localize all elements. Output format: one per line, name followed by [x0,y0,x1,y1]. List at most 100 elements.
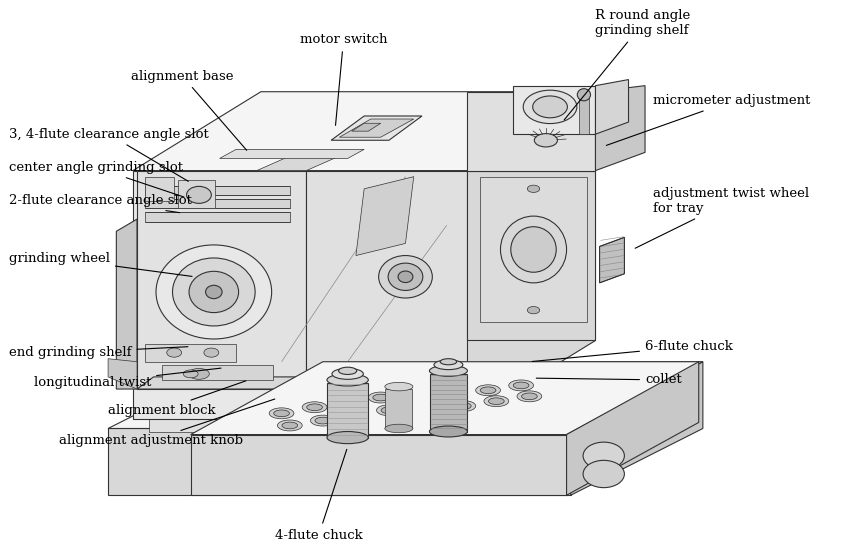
Ellipse shape [398,271,412,282]
Ellipse shape [377,405,401,416]
Ellipse shape [528,306,540,314]
Polygon shape [219,149,364,159]
Ellipse shape [523,90,577,124]
Ellipse shape [476,385,501,396]
Ellipse shape [307,404,323,410]
Polygon shape [191,434,567,495]
Text: 2-flute clearance angle slot: 2-flute clearance angle slot [9,195,191,213]
Polygon shape [468,92,595,420]
Ellipse shape [156,245,272,339]
Ellipse shape [522,393,537,399]
Text: R round angle
grinding shelf: R round angle grinding shelf [564,9,690,120]
Text: center angle grinding slot: center angle grinding slot [9,161,184,197]
Ellipse shape [443,390,468,401]
Ellipse shape [451,401,476,411]
Ellipse shape [368,392,393,403]
Text: alignment adjustment knob: alignment adjustment knob [58,399,274,447]
Ellipse shape [269,408,294,419]
Ellipse shape [388,263,423,290]
Polygon shape [133,171,468,420]
Polygon shape [430,374,468,432]
Polygon shape [595,80,628,134]
Ellipse shape [278,420,302,431]
Ellipse shape [578,89,590,101]
Text: longitudinal twist: longitudinal twist [34,368,221,390]
Polygon shape [137,377,323,389]
Polygon shape [257,153,347,171]
Polygon shape [479,177,587,322]
Ellipse shape [385,383,412,391]
Ellipse shape [484,396,509,407]
Ellipse shape [274,410,290,416]
Polygon shape [145,177,174,201]
Polygon shape [145,343,236,362]
Polygon shape [145,213,290,222]
Ellipse shape [315,417,330,424]
Polygon shape [356,177,413,256]
Polygon shape [468,171,595,341]
Ellipse shape [434,360,463,370]
Ellipse shape [385,424,412,433]
Ellipse shape [513,382,529,389]
Ellipse shape [311,415,335,426]
Ellipse shape [511,227,556,272]
Text: micrometer adjustment: micrometer adjustment [606,94,811,146]
Ellipse shape [440,359,457,365]
Polygon shape [340,119,413,137]
Ellipse shape [167,348,181,357]
Polygon shape [108,362,703,428]
Text: adjustment twist wheel
for tray: adjustment twist wheel for tray [635,187,810,249]
Polygon shape [179,180,215,208]
Polygon shape [108,428,571,495]
Polygon shape [145,186,290,195]
Ellipse shape [509,380,534,391]
Text: alignment block: alignment block [108,381,246,417]
Ellipse shape [381,407,396,414]
Polygon shape [331,116,422,140]
Ellipse shape [206,285,222,299]
Ellipse shape [189,368,209,379]
Ellipse shape [173,258,255,326]
Text: 6-flute chuck: 6-flute chuck [532,340,733,361]
Polygon shape [385,389,412,428]
Text: end grinding shelf: end grinding shelf [9,346,188,359]
Text: motor switch: motor switch [300,33,387,125]
Ellipse shape [189,271,239,313]
Ellipse shape [489,398,504,404]
Ellipse shape [533,96,567,118]
Polygon shape [162,365,274,380]
Ellipse shape [339,367,357,374]
Ellipse shape [373,394,389,401]
Ellipse shape [528,185,540,192]
Ellipse shape [447,392,463,398]
Polygon shape [145,199,290,208]
Ellipse shape [332,368,363,379]
Ellipse shape [335,397,360,408]
Ellipse shape [456,403,471,409]
Polygon shape [579,98,589,134]
Ellipse shape [583,461,624,488]
Ellipse shape [583,442,624,469]
Ellipse shape [348,413,363,419]
Ellipse shape [429,365,468,376]
Polygon shape [571,362,703,495]
Ellipse shape [340,399,356,405]
Text: collet: collet [536,373,682,386]
Polygon shape [116,219,137,389]
Ellipse shape [517,391,542,402]
Polygon shape [137,171,307,389]
Text: alignment base: alignment base [131,70,246,150]
Polygon shape [352,123,380,131]
Ellipse shape [302,402,327,413]
Text: 4-flute chuck: 4-flute chuck [275,449,363,542]
Polygon shape [595,86,645,171]
Ellipse shape [327,374,368,386]
Ellipse shape [282,422,297,429]
Ellipse shape [501,216,567,283]
Ellipse shape [429,426,468,437]
Polygon shape [468,92,595,171]
Polygon shape [149,413,554,432]
Polygon shape [567,362,699,495]
Polygon shape [108,359,137,389]
Text: grinding wheel: grinding wheel [9,252,192,276]
